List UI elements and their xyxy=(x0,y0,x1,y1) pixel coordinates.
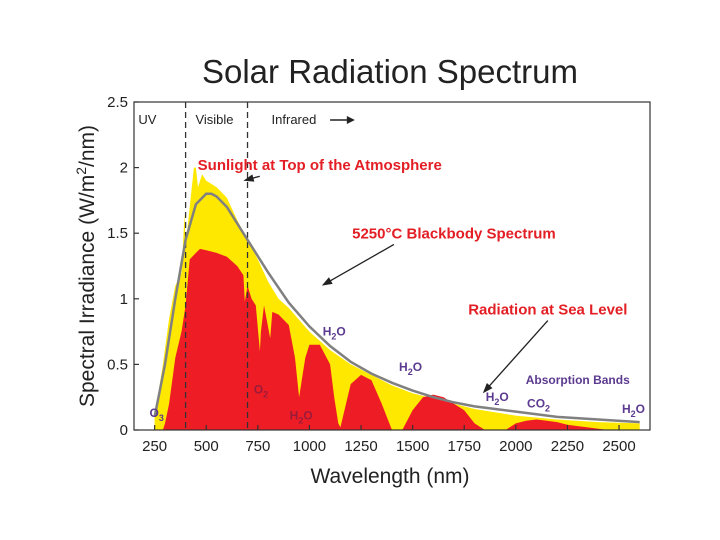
y-tick-label: 0.5 xyxy=(107,356,128,373)
x-tick-label: 1750 xyxy=(448,438,481,455)
annotation-arrow xyxy=(488,320,549,387)
molecule-label: O2 xyxy=(254,382,268,399)
annotation-arrow xyxy=(252,175,260,179)
radiation-sea-level-area xyxy=(162,248,640,430)
y-tick-label: 1 xyxy=(120,291,128,308)
plot-frame xyxy=(133,101,651,431)
region-label: Infrared xyxy=(272,112,317,127)
y-tick-label: 0 xyxy=(120,422,128,439)
annotation-arrowhead xyxy=(321,277,333,286)
y-axis-label-main: Spectral Irradiance (W/m xyxy=(76,175,99,407)
molecule-label: H2O xyxy=(290,409,313,426)
annotation-label: Sunlight at Top of the Atmosphere xyxy=(198,157,442,174)
region-label: Visible xyxy=(195,112,233,127)
molecule-label: H2O xyxy=(486,390,509,407)
x-axis: 250 500 750 1000 1250 1500 1750 2000 2250 2500 xyxy=(142,425,636,455)
y-axis-label-end: /nm) xyxy=(76,125,99,167)
absorption-molecule-labels: O3 O2 H2O H2O H2O H2O CO2 H2O xyxy=(150,325,645,426)
x-tick-label: 1250 xyxy=(344,438,377,455)
x-tick-label: 2000 xyxy=(499,438,532,455)
molecule-label: O3 xyxy=(150,406,164,423)
annotation-label: Radiation at Sea Level xyxy=(468,302,627,319)
annotation-arrowhead xyxy=(482,383,493,394)
y-tick-label: 1.5 xyxy=(107,225,128,242)
annotation-arrowhead xyxy=(243,174,255,182)
molecule-label: CO2 xyxy=(527,397,550,414)
annotations: Sunlight at Top of the Atmosphere 5250°C … xyxy=(198,157,630,394)
molecule-label: H2O xyxy=(622,402,645,419)
infrared-arrowhead xyxy=(346,116,355,124)
annotation-label: Absorption Bands xyxy=(526,373,630,387)
y-tick-label: 2 xyxy=(120,160,128,177)
x-tick-label: 1500 xyxy=(396,438,429,455)
annotation-arrow xyxy=(330,243,395,282)
x-tick-label: 2250 xyxy=(551,438,584,455)
blackbody-spectrum-line xyxy=(153,192,640,424)
chart-title: Solar Radiation Spectrum xyxy=(202,53,578,90)
spectral-region-labels: UV Visible Infrared xyxy=(138,112,355,127)
annotation-label: 5250°C Blackbody Spectrum xyxy=(352,225,556,242)
plot-area xyxy=(133,101,651,431)
x-axis-label: Wavelength (nm) xyxy=(310,465,469,488)
y-tick-label: 2.5 xyxy=(107,94,128,111)
y-axis: 0 0.5 1 1.5 2 2.5 xyxy=(107,94,139,439)
molecule-label: H2O xyxy=(399,360,422,377)
x-tick-label: 500 xyxy=(194,438,219,455)
x-tick-label: 750 xyxy=(245,438,270,455)
x-tick-label: 2500 xyxy=(602,438,635,455)
y-axis-label-superscript: 2 xyxy=(73,167,89,175)
y-axis-label: Spectral Irradiance (W/m2/nm) xyxy=(73,125,99,407)
x-tick-label: 1000 xyxy=(293,438,326,455)
molecule-label: H2O xyxy=(323,325,346,342)
x-tick-label: 250 xyxy=(142,438,167,455)
region-label: UV xyxy=(138,112,156,127)
